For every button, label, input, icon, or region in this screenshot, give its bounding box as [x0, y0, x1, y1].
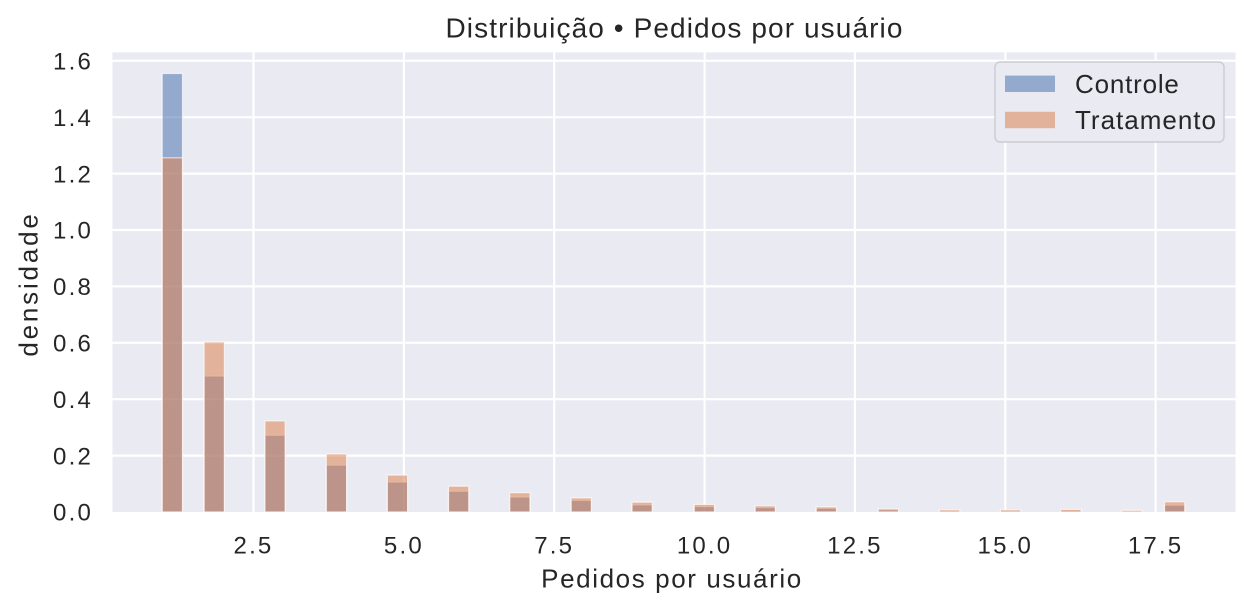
svg-text:0.2: 0.2 [53, 443, 93, 470]
svg-text:5.0: 5.0 [384, 533, 424, 560]
svg-text:Distribuição • Pedidos por usu: Distribuição • Pedidos por usuário [445, 13, 903, 44]
svg-text:1.2: 1.2 [53, 161, 93, 188]
svg-text:Controle: Controle [1075, 69, 1180, 99]
svg-text:10.0: 10.0 [677, 533, 733, 560]
svg-text:15.0: 15.0 [978, 533, 1034, 560]
svg-text:0.8: 0.8 [53, 274, 93, 301]
svg-text:0.0: 0.0 [53, 500, 93, 527]
svg-text:12.5: 12.5 [827, 533, 883, 560]
svg-text:1.6: 1.6 [53, 49, 93, 76]
svg-text:Tratamento: Tratamento [1075, 105, 1217, 135]
svg-text:1.0: 1.0 [53, 218, 93, 245]
svg-text:Pedidos por usuário: Pedidos por usuário [541, 564, 803, 594]
svg-text:0.6: 0.6 [53, 331, 93, 358]
svg-text:densidade: densidade [14, 211, 44, 356]
svg-text:7.5: 7.5 [534, 533, 574, 560]
svg-text:1.4: 1.4 [53, 105, 93, 132]
svg-text:2.5: 2.5 [234, 533, 274, 560]
svg-text:0.4: 0.4 [53, 387, 93, 414]
svg-text:17.5: 17.5 [1128, 533, 1184, 560]
